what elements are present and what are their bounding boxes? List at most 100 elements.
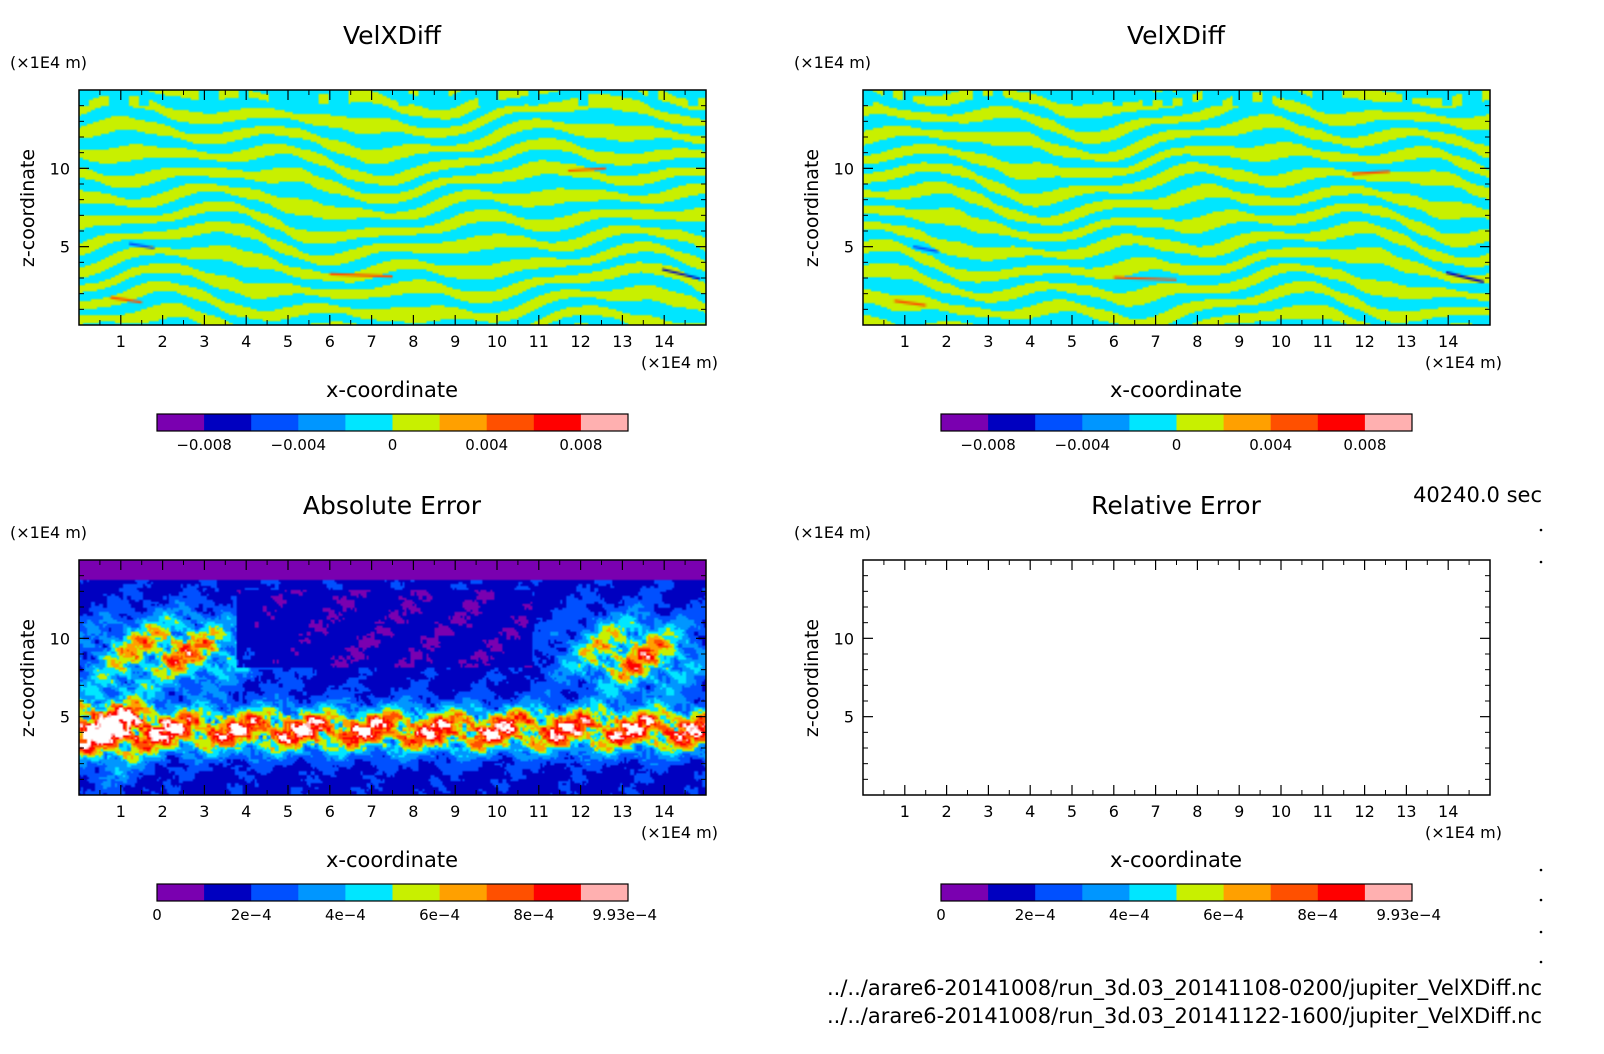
x-tick-label: 2 [942,802,952,821]
x-tick-label: 13 [612,332,632,351]
colorbar-segment [580,884,629,901]
colorbar-tick-label: 0 [936,906,946,924]
y-axis-label: z-coordinate [801,619,823,737]
x-tick-label: 2 [158,332,168,351]
x-tick-label: 14 [654,332,674,351]
chart-title: Relative Error [1091,491,1261,520]
colorbar-segment [1129,884,1177,901]
x-tick-label: 11 [529,332,549,351]
x-tick-label: 6 [1109,802,1119,821]
colorbar-segment [1223,884,1272,901]
x-axis-label: x-coordinate [1110,848,1242,872]
x-tick-label: 4 [1025,802,1035,821]
colorbar-segment [439,884,488,901]
heatmap-field [79,560,706,795]
colorbar-segment [533,884,582,901]
colorbar-segment [1317,884,1366,901]
x-tick-label: 6 [1109,332,1119,351]
x-tick-label: 3 [983,802,993,821]
colorbar-frame [156,413,629,432]
colorbar-segment [1223,414,1272,431]
x-tick-label: 4 [1025,332,1035,351]
colorbar-segment [251,884,299,901]
panels: VelXDiff(×1E4 m)1 2 3 4 5 6 7 8 9 10 11 12 13 14510(×… [10,21,1502,924]
colorbar-tick-label: 8e−4 [1297,906,1338,924]
colorbar-tick-label: 8e−4 [513,906,554,924]
colorbar-segment [392,884,441,901]
colorbar-tick-label: 0 [1172,436,1182,454]
colorbar-segment [204,884,252,901]
y-axis-label: z-coordinate [801,149,823,267]
x-tick-label: 2 [158,802,168,821]
colorbar-tick-label: 4e−4 [325,906,366,924]
x-tick-label: 1 [116,802,126,821]
panel-3: Absolute Error(×1E4 m)1 2 3 4 5 6 7 8 9 10 11 12 13 1… [10,491,718,924]
x-unit-label: (×1E4 m) [1425,353,1502,372]
x-tick-label: 1 [116,332,126,351]
colorbar-segment [988,414,1036,431]
colorbar-frame [156,883,629,902]
colorbar-frame [940,883,1413,902]
plot-frame [862,559,1491,796]
x-unit-label: (×1E4 m) [1425,823,1502,842]
y-unit-label: (×1E4 m) [10,53,87,72]
y-unit-label: (×1E4 m) [10,523,87,542]
x-tick-label: 1 [900,332,910,351]
x-tick-label: 14 [1438,332,1458,351]
colorbar-tick-label: −0.008 [176,436,232,454]
x-tick-label: 2 [942,332,952,351]
y-axis-label: z-coordinate [17,149,39,267]
colorbar-tick-label: 0.008 [559,436,602,454]
y-tick-label: 10 [50,629,70,648]
panel-4: Relative Error(×1E4 m)1 2 3 4 5 6 7 8 9 10 11 12 13 1… [794,491,1502,924]
x-tick-label: 8 [408,332,418,351]
colorbar-segment [1176,414,1225,431]
colorbar-tick-label: 2e−4 [1015,906,1056,924]
colorbar-segment [486,884,535,901]
x-tick-label: 11 [1313,332,1333,351]
colorbar-segment [439,414,488,431]
colorbar-segment [298,884,346,901]
x-tick-label: 4 [241,332,251,351]
colorbar-segment [941,884,989,901]
colorbar-tick-label: 9.93e−4 [592,906,657,924]
x-tick-label: 12 [1354,802,1374,821]
x-tick-label: 3 [199,332,209,351]
x-tick-label: 6 [325,802,335,821]
x-tick-label: 9 [450,802,460,821]
y-tick-label: 5 [60,238,70,257]
x-tick-label: 3 [983,332,993,351]
file-path-1: ../../arare6-20141008/run_3d.03_20141108… [827,976,1542,1001]
x-tick-label: 10 [487,332,507,351]
x-tick-label: 13 [612,802,632,821]
chart-title: Absolute Error [303,491,482,520]
margin-dots [1539,528,1543,964]
x-unit-label: (×1E4 m) [641,353,718,372]
colorbar-segment [1270,414,1319,431]
x-tick-label: 10 [487,802,507,821]
x-tick-label: 9 [1234,802,1244,821]
colorbar-segment [345,884,393,901]
y-axis-label: z-coordinate [17,619,39,737]
panel-2: VelXDiff(×1E4 m)1 2 3 4 5 6 7 8 9 10 11 12 13 14510(×… [794,21,1502,454]
y-tick-label: 5 [60,708,70,727]
colorbar-segment [1082,414,1130,431]
colorbar-tick-label: 0 [388,436,398,454]
x-tick-label: 6 [325,332,335,351]
colorbar-segment [298,414,346,431]
colorbar-segment [345,414,393,431]
x-tick-label: 12 [1354,332,1374,351]
colorbar-tick-label: 0.008 [1343,436,1386,454]
x-tick-label: 9 [450,332,460,351]
colorbar-tick-label: 6e−4 [1203,906,1244,924]
x-tick-label: 4 [241,802,251,821]
colorbar-segment [157,884,205,901]
x-tick-label: 9 [1234,332,1244,351]
y-tick-label: 10 [50,159,70,178]
colorbar-segment [533,414,582,431]
colorbar-segment [941,414,989,431]
panel-1: VelXDiff(×1E4 m)1 2 3 4 5 6 7 8 9 10 11 12 13 14510(×… [10,21,718,454]
colorbar-segment [1270,884,1319,901]
colorbar-segment [251,414,299,431]
x-tick-label: 13 [1396,332,1416,351]
